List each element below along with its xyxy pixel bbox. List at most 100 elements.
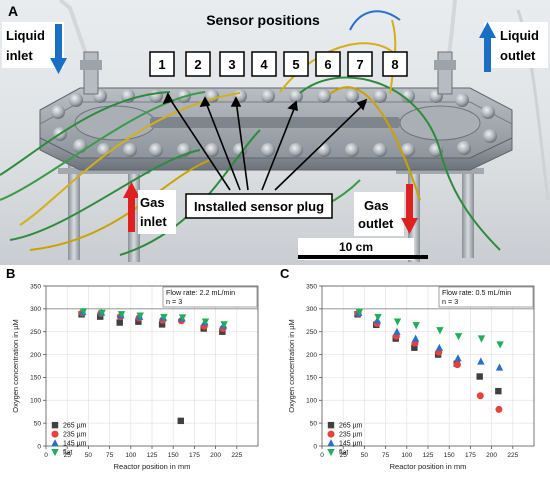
- liquid-inlet-arrow-icon: [50, 24, 67, 74]
- data-point: [79, 308, 88, 316]
- data-point: [495, 405, 503, 413]
- data-point: [477, 335, 486, 343]
- x-tick-label: 0: [44, 452, 48, 459]
- legend: 265 µm 235 µm 145 µm flat: [51, 421, 87, 457]
- y-axis-label: Oxygen concentration in µM: [11, 319, 20, 413]
- sensor-number-5: 5: [292, 57, 299, 72]
- data-point: [436, 327, 444, 335]
- data-point: [135, 318, 142, 325]
- legend-marker: [327, 439, 335, 447]
- installed-sensor-plug-label: Installed sensor plug: [185, 193, 333, 219]
- liquid-inlet-label: Liquid inlet: [2, 22, 64, 68]
- data-point: [454, 354, 462, 362]
- y-tick-label: 0: [37, 443, 41, 450]
- legend-entry: 235 µm: [63, 432, 87, 439]
- legend-marker: [327, 421, 335, 429]
- annotation-n: n = 3: [442, 297, 458, 306]
- svg-text:Gas: Gas: [140, 195, 165, 210]
- y-tick-label: 350: [30, 283, 41, 290]
- data-point: [393, 318, 402, 326]
- x-tick-label: 100: [401, 452, 412, 459]
- y-tick-label: 250: [306, 329, 317, 336]
- x-axis-label: Reactor position in mm: [390, 462, 467, 471]
- legend-entry: flat: [63, 450, 72, 457]
- legend-marker: [51, 448, 59, 457]
- legend-marker: [51, 439, 59, 447]
- y-tick-label: 300: [306, 306, 317, 313]
- data-point: [477, 357, 485, 365]
- data-point: [495, 363, 504, 371]
- x-tick-label: 225: [507, 452, 518, 459]
- data-point: [158, 321, 166, 328]
- y-tick-label: 200: [30, 352, 41, 359]
- data-point: [178, 314, 187, 322]
- legend-marker: [327, 430, 335, 438]
- sensor-number-7: 7: [356, 57, 363, 72]
- x-tick-label: 0: [320, 452, 324, 459]
- chart-panel-c: 0 25 50 75 100 125 150 175 200 225 0 50 100 150 200 250…: [287, 283, 535, 471]
- sensor-number-1: 1: [158, 57, 165, 72]
- data-point: [374, 313, 382, 322]
- liquid-outlet-label: Liquid outlet: [484, 22, 548, 68]
- y-axis-label: Oxygen concentration in µM: [287, 319, 296, 413]
- data-point: [160, 313, 168, 322]
- data-point: [495, 387, 502, 395]
- data-point: [355, 308, 364, 317]
- data-point: [412, 322, 420, 330]
- annotation-n: n = 3: [166, 297, 182, 306]
- data-point: [496, 341, 504, 349]
- y-tick-label: 150: [30, 375, 41, 382]
- scale-bar-label: 10 cm: [339, 240, 373, 254]
- y-tick-label: 100: [30, 398, 41, 405]
- gas-inlet-label: Gas inlet: [138, 190, 176, 234]
- data-point: [411, 344, 418, 351]
- x-tick-label: 200: [486, 452, 497, 459]
- axis-ticks: 0 25 50 75 100 125 150 175 200 225 0 50 100 150 200 250…: [30, 283, 242, 459]
- y-tick-label: 200: [306, 352, 317, 359]
- panel-c-label: C: [280, 266, 290, 281]
- panel-b-label: B: [6, 266, 16, 281]
- data-point: [177, 417, 184, 425]
- data-point: [454, 333, 463, 341]
- data-point: [393, 327, 401, 335]
- y-tick-label: 100: [306, 398, 317, 405]
- data-point: [136, 312, 144, 320]
- gas-outlet-label: Gas outlet: [354, 192, 404, 236]
- svg-text:outlet: outlet: [358, 216, 394, 231]
- data-point: [476, 392, 484, 400]
- x-tick-label: 150: [444, 452, 455, 459]
- legend-marker: [51, 421, 59, 429]
- x-tick-label: 25: [340, 452, 348, 459]
- y-tick-label: 250: [30, 329, 41, 336]
- sensor-number-4: 4: [260, 57, 268, 72]
- sensor-number-6: 6: [324, 57, 331, 72]
- data-point: [476, 373, 483, 380]
- legend-entry: 265 µm: [339, 423, 363, 430]
- x-tick-label: 75: [382, 452, 390, 459]
- data-point: [453, 361, 461, 369]
- data-point: [411, 334, 420, 342]
- x-axis-label: Reactor position in mm: [114, 462, 191, 471]
- annotation-flow-rate: Flow rate: 0.5 mL/min: [442, 288, 511, 297]
- scale-bar: 10 cm: [298, 238, 428, 260]
- x-tick-label: 100: [125, 452, 136, 459]
- svg-text:outlet: outlet: [500, 48, 536, 63]
- data-point: [98, 309, 106, 317]
- svg-text:Installed sensor plug: Installed sensor plug: [194, 199, 324, 214]
- annotation-flow-rate: Flow rate: 2.2 mL/min: [166, 288, 235, 297]
- x-tick-label: 225: [231, 452, 242, 459]
- legend: 265 µm 235 µm 145 µm flat: [327, 421, 363, 457]
- x-tick-label: 150: [168, 452, 179, 459]
- legend-marker: [327, 448, 335, 457]
- x-tick-label: 175: [465, 452, 476, 459]
- sensor-number-2: 2: [194, 57, 201, 72]
- x-tick-label: 125: [147, 452, 158, 459]
- panel-a-label: A: [8, 3, 18, 19]
- x-tick-label: 175: [189, 452, 200, 459]
- sensor-number-3: 3: [228, 57, 235, 72]
- sensor-number-8: 8: [391, 57, 398, 72]
- sensor-positions-title: Sensor positions: [206, 12, 320, 28]
- reactor-photo: A Sensor positions 1 2 3 4 5 6 7 8 L: [0, 0, 550, 265]
- data-point: [116, 319, 123, 326]
